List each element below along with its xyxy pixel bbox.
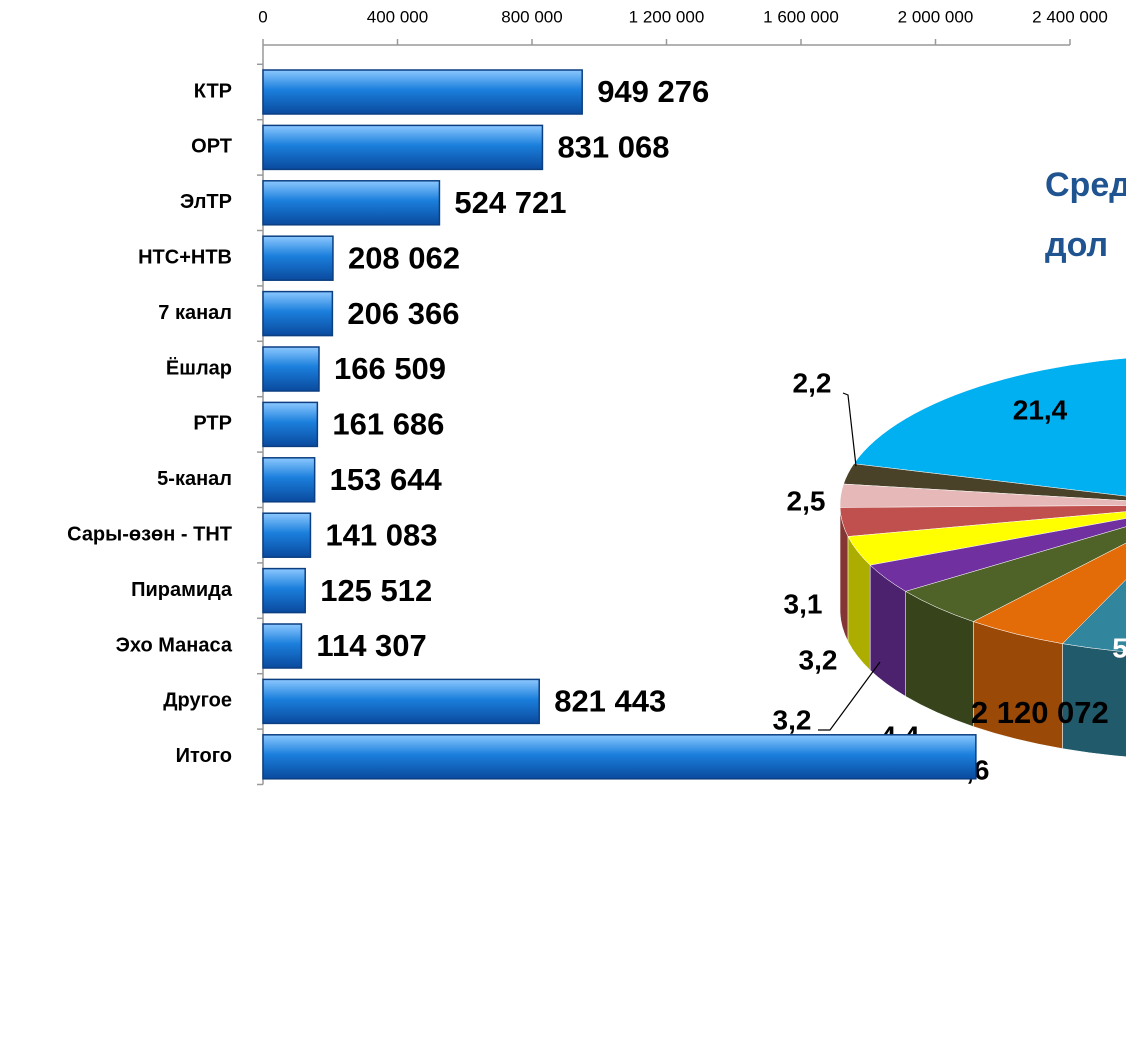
x-tick-label: 2 000 000 (898, 7, 974, 26)
pie-value-label: 2,2 (793, 367, 832, 398)
x-tick-label: 1 200 000 (629, 7, 705, 26)
value-label: 949 276 (597, 74, 709, 109)
category-label: Эхо Манаса (116, 634, 233, 656)
x-tick-label: 800 000 (501, 7, 562, 26)
category-label: Сары-өзөн - ТНТ (67, 523, 232, 545)
leader-line (842, 392, 857, 467)
x-tick-label: 2 400 000 (1032, 7, 1108, 26)
leader-line (818, 661, 881, 731)
value-label: 161 686 (332, 407, 444, 442)
category-label: ОРТ (191, 136, 232, 158)
value-label: 206 366 (347, 296, 459, 331)
category-label: Ёшлар (166, 356, 232, 379)
x-tick-label: 1 600 000 (763, 7, 839, 26)
bar (262, 69, 583, 115)
bar (262, 623, 303, 669)
value-label: 153 644 (330, 462, 443, 497)
value-label: 141 083 (325, 517, 437, 552)
pie-value-label: 2,5 (787, 485, 826, 516)
pie-value-label: 3,2 (799, 644, 838, 675)
value-label: 2 120 072 (971, 695, 1109, 730)
bar (262, 124, 544, 171)
category-label: 5-канал (157, 468, 232, 490)
bar (262, 567, 306, 614)
pie-slice (1062, 579, 1126, 653)
category-label: Пирамида (131, 579, 233, 601)
pie-title-line: Сред (1045, 166, 1126, 204)
category-label: ЭлТР (180, 191, 232, 213)
pie-slice (853, 357, 1126, 497)
value-label: 831 068 (557, 130, 669, 165)
bar-chart: 0 400 000 800 000 1 200 000 1 600 000 2 000 0… (67, 7, 1109, 786)
bar (262, 401, 319, 448)
bar (262, 457, 316, 503)
value-label: 114 307 (316, 628, 426, 663)
pie-value-label: 5 (1112, 632, 1126, 663)
bar (262, 290, 334, 337)
bar (262, 734, 977, 780)
value-label: 125 512 (320, 573, 432, 608)
bar (262, 235, 334, 281)
category-label: 7 канал (158, 302, 232, 324)
category-label: РТР (193, 413, 232, 435)
bar (262, 346, 320, 392)
bar (262, 678, 540, 725)
pie-title-line: дол (1045, 226, 1108, 264)
value-label: 524 721 (454, 185, 566, 220)
bar (262, 512, 312, 558)
bar (262, 180, 441, 226)
pie-value-label: 3,2 (773, 704, 812, 735)
value-label: 821 443 (554, 684, 666, 719)
category-label: КТР (194, 80, 232, 102)
category-label: Итого (176, 745, 232, 767)
value-label: 208 062 (348, 240, 460, 275)
pie-value-label: 21,4 (1013, 394, 1068, 425)
x-tick-label: 400 000 (367, 7, 428, 26)
pie-value-label: 3,1 (784, 588, 823, 619)
category-label: Другое (163, 690, 232, 712)
x-tick-label: 0 (258, 7, 267, 26)
value-label: 166 509 (334, 351, 446, 386)
category-label: НТС+НТВ (138, 246, 232, 268)
